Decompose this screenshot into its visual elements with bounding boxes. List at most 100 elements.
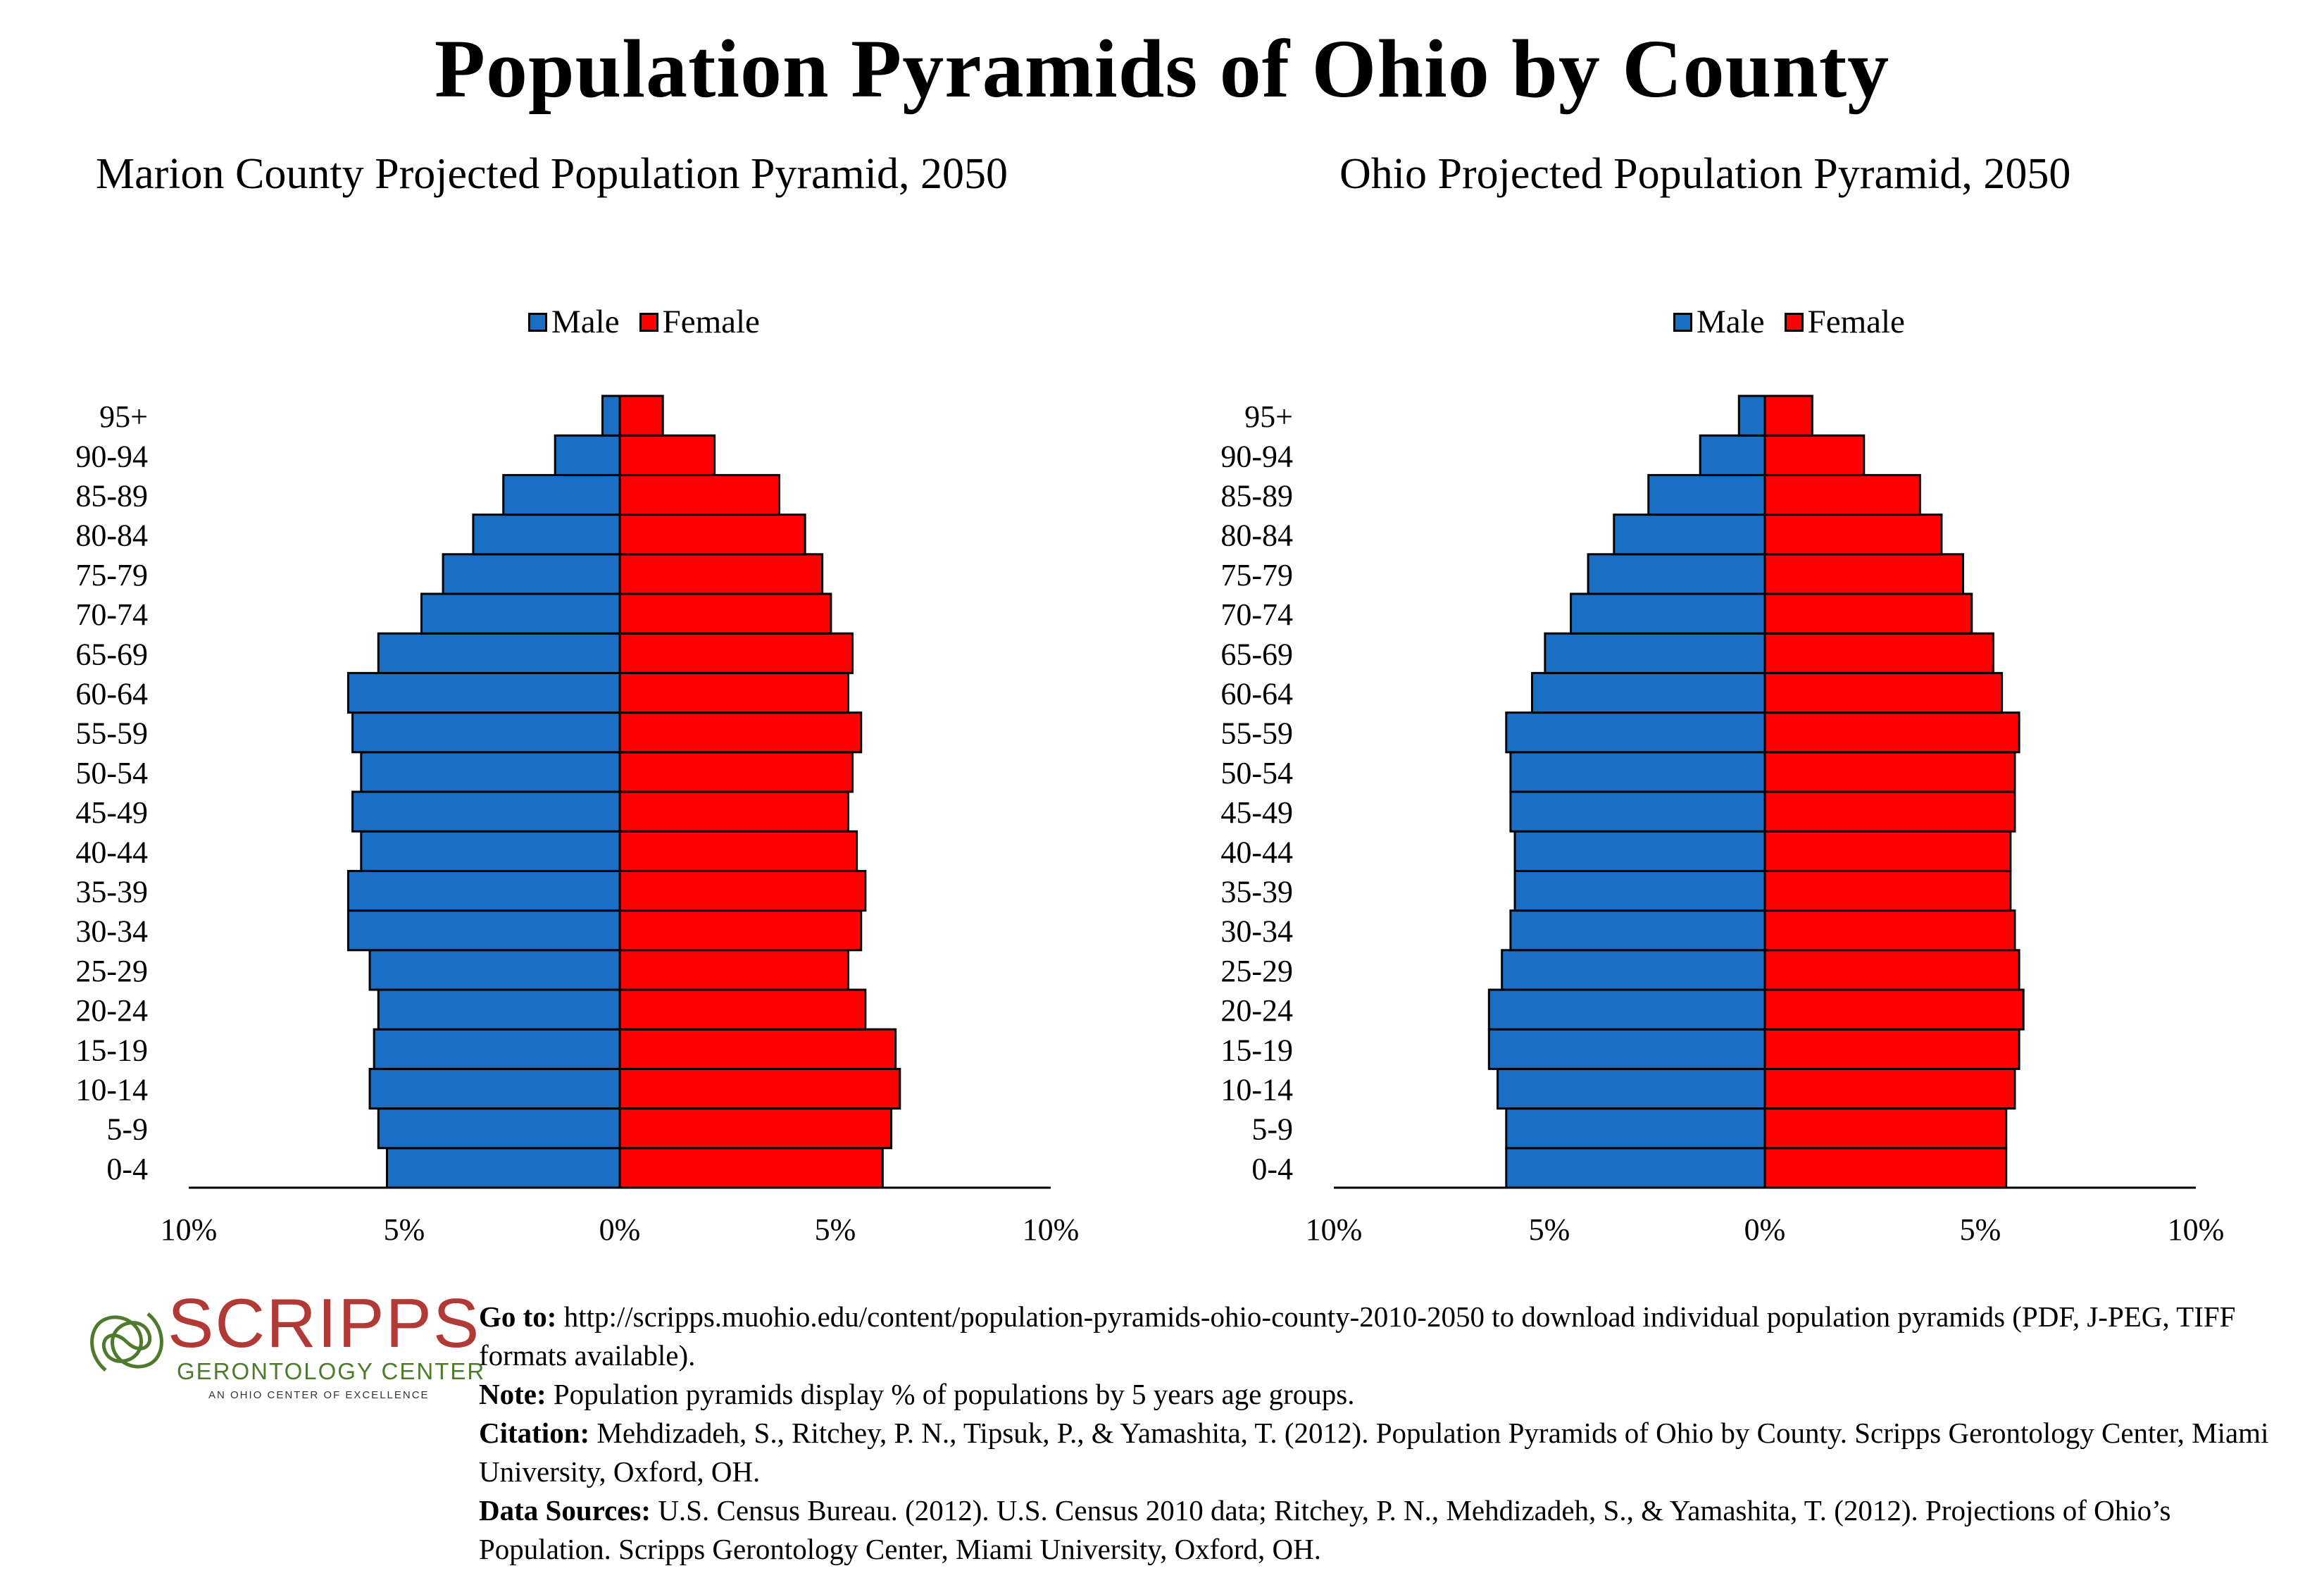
x-tick-label: 5%: [1529, 1212, 1570, 1247]
age-label-0-4: 0-4: [106, 1152, 148, 1186]
bar-female-40-44: [1763, 830, 2012, 872]
legend-label-female: Female: [1807, 304, 1905, 340]
age-label-5-9: 5-9: [1251, 1112, 1293, 1147]
bar-female-90-94: [1763, 434, 1866, 476]
bar-female-80-84: [1763, 514, 1943, 556]
bar-female-45-49: [618, 790, 849, 833]
footer-sources: Data Sources: U.S. Census Bureau. (2012)…: [479, 1494, 2171, 1565]
bar-female-70-74: [1763, 592, 1973, 635]
bar-female-80-84: [618, 514, 806, 556]
x-tick-label: 5%: [384, 1212, 425, 1247]
bar-male-0-4: [386, 1147, 621, 1189]
bar-female-85-89: [1763, 473, 1921, 516]
footer-sources-text: U.S. Census Bureau. (2012). U.S. Census …: [479, 1494, 2171, 1565]
bar-male-5-9: [1505, 1107, 1766, 1150]
bar-female-35-39: [618, 869, 867, 912]
logo-subtitle: GERONTOLOGY CENTER: [177, 1358, 486, 1384]
logo-wordmark: SCRIPPS: [168, 1284, 481, 1362]
age-label-55-59: 55-59: [1220, 716, 1293, 751]
footer-note-text: Population pyramids display % of populat…: [546, 1378, 1355, 1410]
bar-male-10-14: [368, 1067, 621, 1110]
age-label-45-49: 45-49: [1220, 795, 1293, 830]
footer-goto-text: http://scripps.muohio.edu/content/popula…: [479, 1300, 2236, 1372]
age-label-15-19: 15-19: [1220, 1033, 1293, 1067]
bar-male-90-94: [1699, 434, 1766, 476]
age-label-90-94: 90-94: [75, 439, 148, 473]
age-label-10-14: 10-14: [1220, 1073, 1293, 1107]
age-label-75-79: 75-79: [1220, 558, 1293, 592]
bar-male-65-69: [1544, 632, 1766, 674]
bar-male-80-84: [1613, 514, 1766, 556]
scripps-logo: SCRIPPS GERONTOLOGY CENTER AN OHIO CENTE…: [85, 1284, 484, 1402]
bar-male-50-54: [1509, 751, 1766, 793]
age-label-25-29: 25-29: [1220, 954, 1293, 988]
age-label-40-44: 40-44: [1220, 835, 1293, 869]
age-label-15-19: 15-19: [75, 1033, 148, 1067]
page-title: Population Pyramids of Ohio by County: [434, 23, 1890, 115]
bar-male-70-74: [1570, 592, 1766, 635]
legend-ohio: Male Female: [1673, 303, 1925, 341]
age-label-0-4: 0-4: [1251, 1152, 1293, 1186]
age-label-35-39: 35-39: [75, 875, 148, 909]
age-label-20-24: 20-24: [75, 993, 148, 1028]
age-label-85-89: 85-89: [1220, 479, 1293, 514]
bar-male-45-49: [1509, 790, 1766, 833]
bar-female-70-74: [618, 592, 832, 635]
bar-female-15-19: [618, 1028, 897, 1070]
bar-female-35-39: [1763, 869, 2012, 912]
bar-female-95+: [618, 394, 664, 437]
bar-male-85-89: [502, 473, 621, 516]
legend-item-male: Male: [528, 303, 620, 341]
bar-female-30-34: [618, 909, 863, 952]
bar-female-20-24: [618, 988, 867, 1031]
age-label-25-29: 25-29: [75, 954, 148, 988]
bar-female-5-9: [1763, 1107, 2008, 1150]
legend-marion: Male Female: [528, 303, 780, 341]
age-label-95+: 95+: [99, 399, 148, 434]
legend-item-female: Female: [639, 303, 760, 341]
age-label-35-39: 35-39: [1220, 875, 1293, 909]
bar-female-55-59: [1763, 711, 2020, 754]
legend-swatch-female: [639, 312, 658, 332]
bar-female-20-24: [1763, 988, 2025, 1031]
age-label-30-34: 30-34: [75, 914, 148, 949]
age-label-5-9: 5-9: [106, 1112, 148, 1147]
swirl-logo-icon: [90, 1312, 163, 1372]
bar-male-20-24: [1487, 988, 1766, 1031]
bar-male-30-34: [1509, 909, 1766, 952]
x-tick-label: 10%: [1023, 1212, 1080, 1247]
bar-female-95+: [1763, 394, 1813, 437]
legend-item-female: Female: [1784, 303, 1905, 341]
bar-male-85-89: [1647, 473, 1766, 516]
bar-female-65-69: [1763, 632, 1994, 674]
legend-item-male: Male: [1673, 303, 1765, 341]
age-label-40-44: 40-44: [75, 835, 148, 869]
footer-note: Note: Population pyramids display % of p…: [479, 1378, 1355, 1410]
footer-citation: Citation: Mehdizadeh, S., Ritchey, P. N.…: [479, 1417, 2269, 1488]
x-tick-label: 10%: [2168, 1212, 2225, 1247]
bar-male-10-14: [1497, 1067, 1766, 1110]
age-label-45-49: 45-49: [75, 795, 148, 830]
legend-swatch-female: [1784, 312, 1804, 332]
age-label-95+: 95+: [1244, 399, 1293, 434]
bar-female-30-34: [1763, 909, 2016, 952]
age-label-90-94: 90-94: [1220, 439, 1293, 473]
bar-female-50-54: [1763, 751, 2016, 793]
age-label-65-69: 65-69: [1220, 637, 1293, 671]
bar-male-55-59: [351, 711, 621, 754]
footer-notes: Go to: http://scripps.muohio.edu/content…: [479, 1298, 2310, 1569]
age-label-20-24: 20-24: [1220, 993, 1293, 1028]
bar-female-60-64: [1763, 671, 2004, 714]
age-label-60-64: 60-64: [1220, 677, 1293, 711]
bar-female-45-49: [1763, 790, 2016, 833]
bar-male-95+: [601, 394, 621, 437]
age-label-65-69: 65-69: [75, 637, 148, 671]
age-label-55-59: 55-59: [75, 716, 148, 751]
x-tick-label: 10%: [1306, 1212, 1363, 1247]
age-label-10-14: 10-14: [75, 1073, 148, 1107]
legend-swatch-male: [1673, 312, 1692, 332]
x-tick-label: 5%: [1960, 1212, 2001, 1247]
x-tick-label: 10%: [161, 1212, 218, 1247]
